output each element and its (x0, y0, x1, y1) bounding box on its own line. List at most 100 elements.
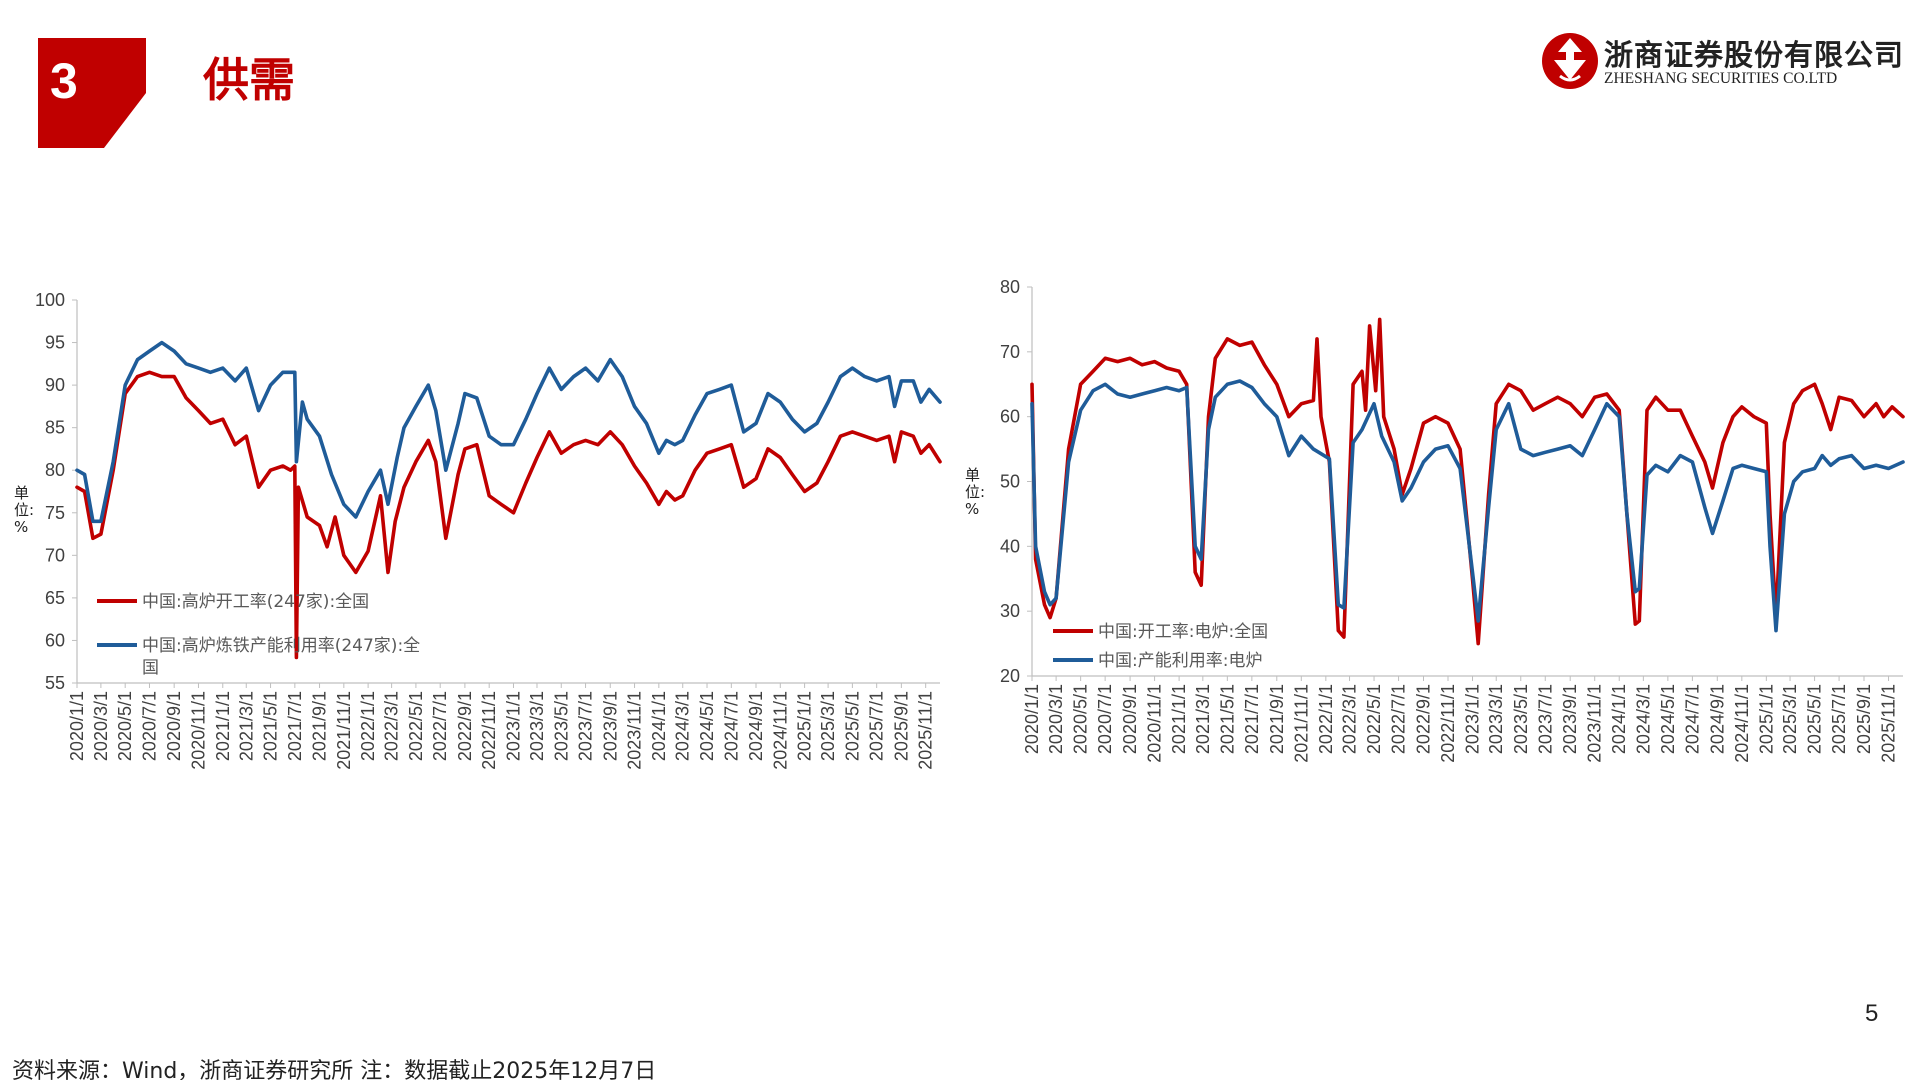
y-tick-label: 55 (45, 673, 65, 693)
legend-label-2: 国 (142, 658, 159, 678)
x-tick-label: 2022/9/1 (455, 691, 475, 761)
x-tick-label: 2024/1/1 (1609, 684, 1629, 754)
x-tick-label: 2023/7/1 (576, 691, 596, 761)
x-tick-label: 2022/7/1 (1389, 684, 1409, 754)
series-line-1 (75, 370, 942, 660)
x-tick-label: 2020/5/1 (115, 691, 135, 761)
y-tick-label: 50 (1000, 472, 1020, 492)
section-title: 供需 (203, 53, 295, 107)
x-tick-label: 2020/11/1 (188, 691, 208, 770)
x-tick-label: 2022/9/1 (1413, 684, 1433, 754)
legend-label-1: 中国:开工率:电炉:全国 (1098, 622, 1268, 642)
x-tick-label: 2025/5/1 (1805, 684, 1825, 754)
x-tick-label: 2025/3/1 (1780, 684, 1800, 754)
x-tick-label: 2022/1/1 (1316, 684, 1336, 754)
x-tick-label: 2021/5/1 (1217, 684, 1237, 754)
x-tick-label: 2022/5/1 (406, 691, 426, 761)
y-tick-label: 70 (1000, 342, 1020, 362)
x-tick-label: 2023/9/1 (600, 691, 620, 761)
x-tick-label: 2022/3/1 (382, 691, 402, 761)
y-tick-label: 95 (45, 333, 65, 353)
x-tick-label: 2020/3/1 (1046, 684, 1066, 754)
x-tick-label: 2020/1/1 (67, 691, 87, 761)
legend-label-2: 中国:高炉炼铁产能利用率(247家):全 (142, 636, 420, 656)
x-tick-label: 2024/1/1 (649, 691, 669, 761)
x-tick-label: 2020/9/1 (164, 691, 184, 761)
brand-logo-icon (1542, 33, 1598, 89)
x-tick-label: 2020/7/1 (139, 691, 159, 761)
x-tick-label: 2021/5/1 (261, 691, 281, 761)
x-tick-label: 2022/11/1 (1438, 684, 1458, 763)
x-tick-label: 2024/7/1 (721, 691, 741, 761)
x-tick-label: 2021/9/1 (1267, 684, 1287, 754)
x-tick-label: 2020/1/1 (1022, 684, 1042, 754)
x-tick-label: 2023/5/1 (1511, 684, 1531, 754)
x-tick-label: 2023/11/1 (1585, 684, 1605, 763)
x-tick-label: 2021/11/1 (1291, 684, 1311, 763)
x-tick-label: 2025/3/1 (818, 691, 838, 761)
x-tick-label: 2023/11/1 (625, 691, 645, 770)
y-tick-label: 75 (45, 503, 65, 523)
brand-name-cn: 浙商证券股份有限公司 (1604, 38, 1905, 72)
x-tick-label: 2020/7/1 (1095, 684, 1115, 754)
section-badge-shape (38, 38, 146, 148)
x-tick-label: 2020/11/1 (1145, 684, 1165, 763)
x-tick-label: 2020/9/1 (1120, 684, 1140, 754)
x-tick-label: 2020/3/1 (91, 691, 111, 761)
series-line-1 (1030, 317, 1905, 646)
brand-block: 浙商证券股份有限公司 ZHESHANG SECURITIES CO.LTD (1540, 30, 1903, 92)
x-tick-label: 2025/11/1 (1879, 684, 1899, 763)
source-note: 资料来源：Wind，浙商证券研究所 注：数据截止2025年12月7日 (12, 1059, 657, 1080)
section-badge: 3 (38, 38, 146, 148)
x-tick-label: 2021/1/1 (1169, 684, 1189, 754)
y-tick-label: 40 (1000, 536, 1020, 556)
x-tick-label: 2020/5/1 (1071, 684, 1091, 754)
x-tick-label: 2021/3/1 (1193, 684, 1213, 754)
y-tick-label: 20 (1000, 666, 1020, 686)
x-tick-label: 2024/3/1 (1633, 684, 1653, 754)
chart-blast-furnace: 55 60 65 70 75 80 85 90 95 100 2020/1/1 2020/3/1 202… (0, 270, 960, 810)
y-axis-label: % (965, 500, 979, 518)
y-axis-label: 单 (965, 466, 980, 484)
x-tick-label: 2024/5/1 (1658, 684, 1678, 754)
x-tick-label: 2024/7/1 (1682, 684, 1702, 754)
x-tick-label: 2021/3/1 (236, 691, 256, 761)
x-tick-label: 2021/7/1 (1242, 684, 1262, 754)
page-number: 5 (1865, 1000, 1879, 1027)
x-tick-label: 2022/1/1 (358, 691, 378, 761)
x-tick-label: 2023/3/1 (1486, 684, 1506, 754)
brand-name-en: ZHESHANG SECURITIES CO.LTD (1604, 70, 1838, 87)
x-tick-label: 2021/9/1 (310, 691, 330, 761)
x-tick-label: 2022/7/1 (430, 691, 450, 761)
y-tick-label: 70 (45, 545, 65, 565)
series-line-2 (75, 340, 942, 524)
x-tick-label: 2021/1/1 (213, 691, 233, 761)
y-axis-label: % (14, 518, 28, 536)
x-tick-label: 2021/11/1 (334, 691, 354, 770)
y-tick-label: 90 (45, 375, 65, 395)
x-tick-label: 2024/9/1 (746, 691, 766, 761)
y-tick-label: 60 (45, 630, 65, 650)
x-tick-label: 2024/3/1 (673, 691, 693, 761)
x-tick-label: 2024/11/1 (770, 691, 790, 770)
y-axis-label: 位: (14, 501, 34, 519)
x-tick-label: 2024/11/1 (1732, 684, 1752, 763)
y-tick-label: 85 (45, 418, 65, 438)
x-tick-label: 2025/11/1 (916, 691, 936, 770)
x-tick-label: 2022/11/1 (479, 691, 499, 770)
x-tick-label: 2025/1/1 (795, 691, 815, 761)
x-tick-label: 2023/3/1 (527, 691, 547, 761)
y-tick-label: 65 (45, 588, 65, 608)
x-tick-label: 2025/7/1 (867, 691, 887, 761)
chart-electric-furnace: 20 30 40 50 60 70 80 2020/1/1 2020/3/1 2020/5/1 20… (960, 270, 1920, 810)
y-tick-label: 30 (1000, 601, 1020, 621)
y-axis-label: 单 (14, 484, 29, 502)
x-tick-label: 2025/5/1 (842, 691, 862, 761)
series-line-2 (1030, 379, 1905, 633)
section-number: 3 (50, 53, 78, 109)
x-tick-label: 2023/7/1 (1535, 684, 1555, 754)
x-tick-label: 2023/5/1 (551, 691, 571, 761)
x-tick-label: 2023/1/1 (503, 691, 523, 761)
x-tick-label: 2025/1/1 (1756, 684, 1776, 754)
